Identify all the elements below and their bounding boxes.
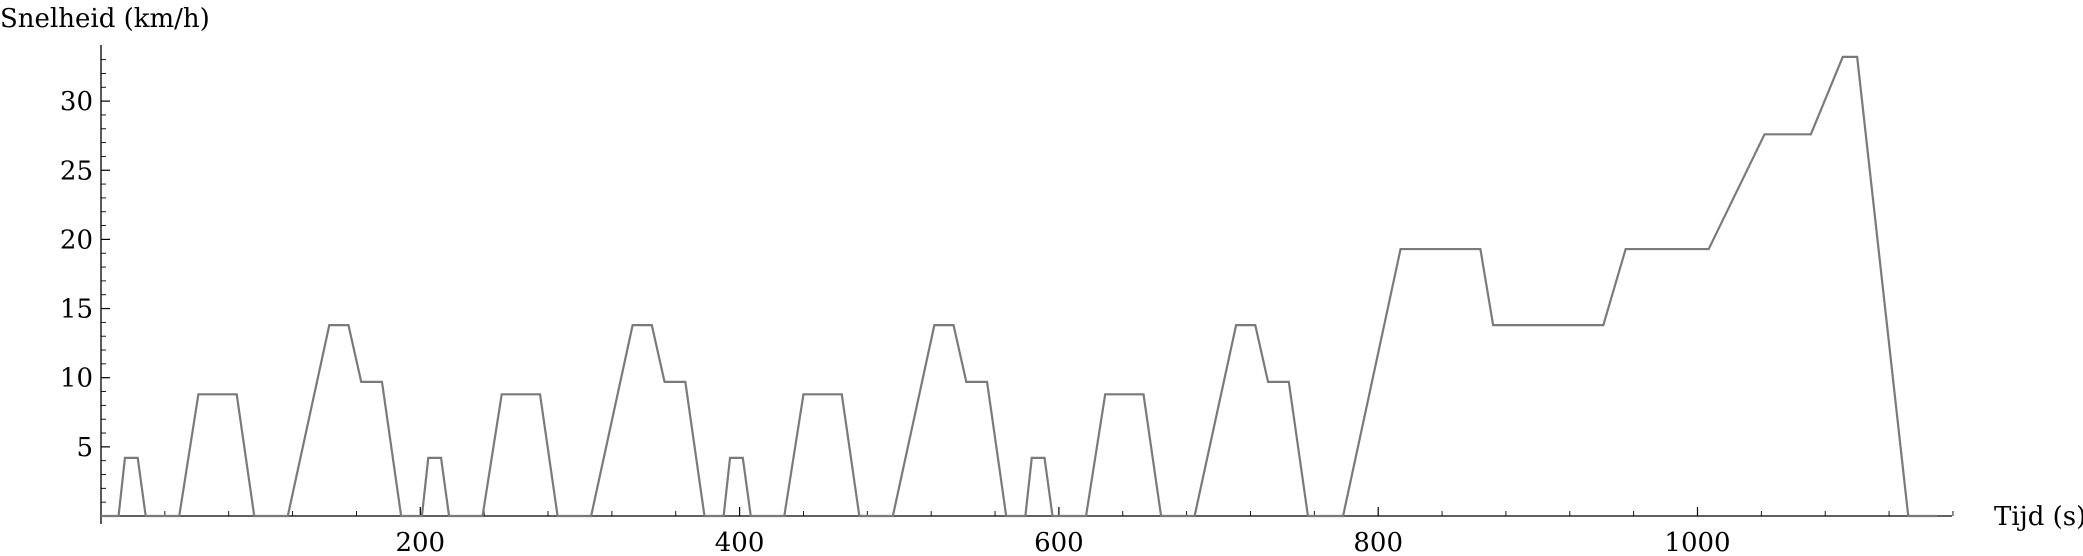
major-ticks: [101, 100, 1699, 516]
x-tick-label: 200: [395, 528, 445, 556]
y-tick-label: 15: [60, 295, 93, 325]
speed-series-line: [101, 55, 1937, 518]
x-tick-label: 800: [1353, 528, 1403, 556]
x-tick-label: 600: [1034, 528, 1084, 556]
x-tick-labels: 200 400 600 800 1000: [395, 528, 1730, 556]
y-tick-label: 30: [60, 87, 93, 117]
y-tick-label: 5: [76, 433, 93, 463]
y-tick-label: 20: [60, 225, 93, 255]
y-tick-label: 10: [60, 364, 93, 394]
minor-ticks: [101, 59, 1954, 516]
y-tick-label: 25: [60, 156, 93, 186]
x-tick-label: 400: [715, 528, 765, 556]
y-tick-labels: 5 10 15 20 25 30: [60, 87, 93, 463]
x-tick-label: 1000: [1664, 528, 1730, 556]
y-axis-label: Snelheid (km/h): [0, 4, 210, 34]
x-axis-label: Tijd (s): [1994, 502, 2083, 532]
